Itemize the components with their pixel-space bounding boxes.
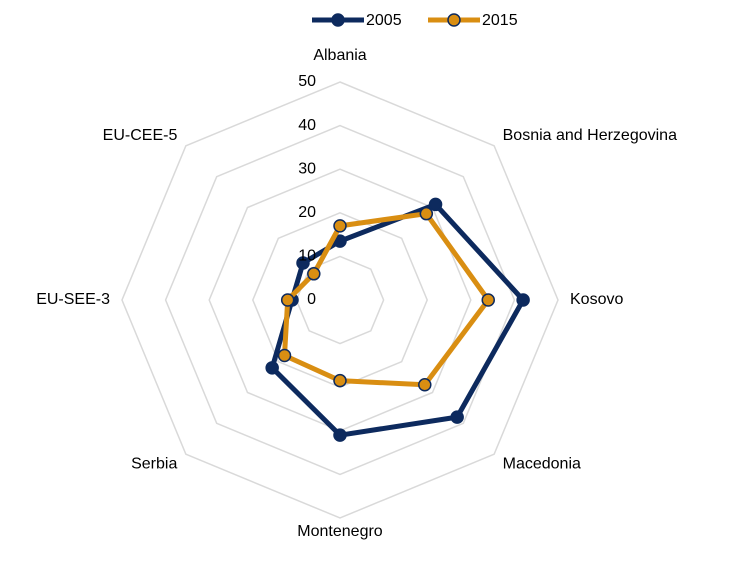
category-label: Montenegro: [297, 523, 382, 540]
point: [418, 378, 432, 392]
point: [277, 348, 292, 363]
legend-label: 2015: [482, 12, 518, 29]
point: [265, 361, 279, 375]
category-label: Macedonia: [503, 455, 581, 472]
category-label: EU-CEE-5: [103, 127, 178, 144]
point: [296, 256, 310, 270]
y-tick-label: 30: [298, 160, 316, 177]
category-label: Serbia: [131, 455, 177, 472]
legend-label: 2005: [366, 12, 402, 29]
point: [428, 197, 443, 212]
point: [419, 206, 434, 221]
y-tick-label: 10: [298, 248, 316, 265]
y-tick-label: 20: [298, 204, 316, 221]
point: [333, 428, 347, 442]
legend-marker: [447, 13, 461, 27]
point: [333, 373, 347, 388]
point: [307, 267, 321, 281]
point: [516, 293, 530, 307]
legend-marker: [331, 13, 345, 27]
point: [333, 219, 347, 233]
grid-ring: [121, 81, 559, 519]
y-tick-label: 50: [298, 73, 316, 90]
category-label: EU-SEE-3: [36, 291, 110, 308]
grid-ring: [164, 124, 516, 476]
y-tick-label: 0: [307, 291, 316, 308]
series-line: [269, 201, 526, 438]
point: [481, 293, 495, 307]
category-label: Albania: [313, 47, 366, 64]
category-label: Bosnia and Herzegovina: [503, 127, 677, 144]
point: [280, 293, 295, 307]
y-tick-label: 40: [298, 117, 316, 134]
category-label: Kosovo: [570, 291, 623, 308]
point: [450, 410, 464, 424]
